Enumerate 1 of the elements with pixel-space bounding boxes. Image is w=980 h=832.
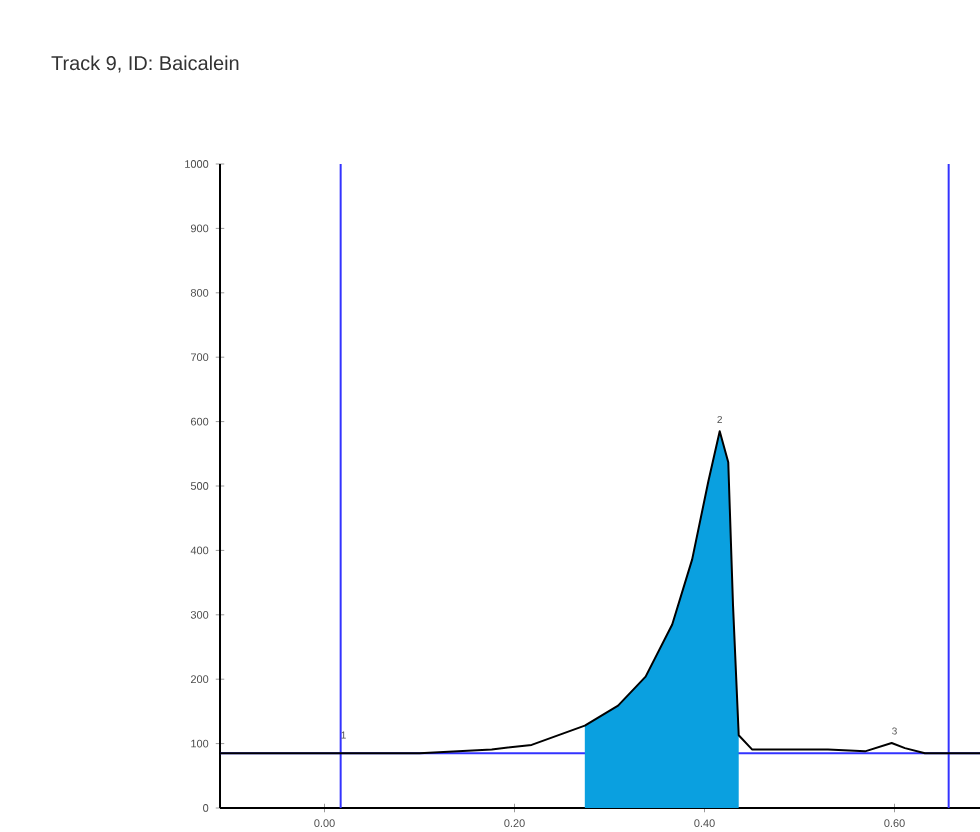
chart-title: Track 9, ID: Baicalein [51,55,239,73]
